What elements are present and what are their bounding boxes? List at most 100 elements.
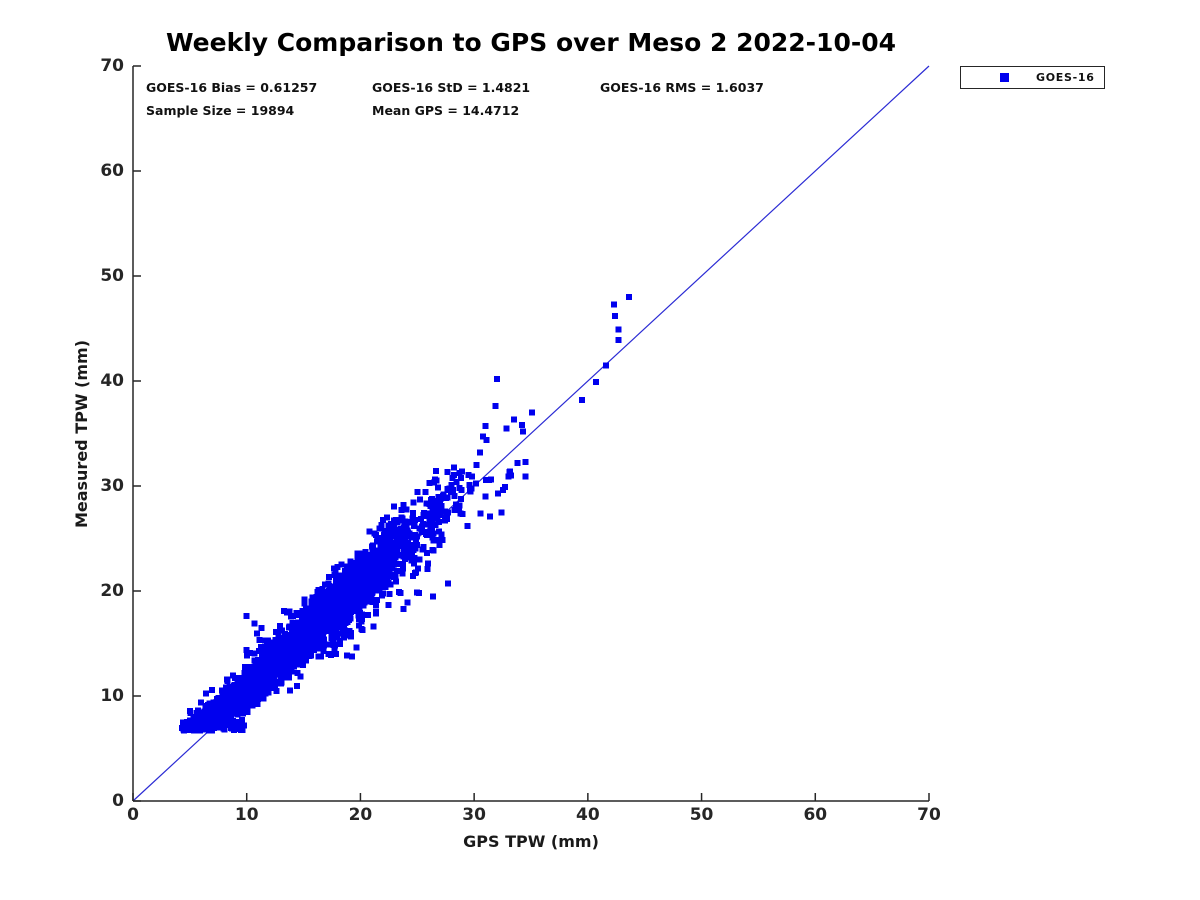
scatter-point bbox=[297, 651, 304, 658]
scatter-point bbox=[383, 514, 390, 521]
scatter-point bbox=[344, 619, 351, 626]
scatter-point bbox=[232, 682, 239, 688]
scatter-point bbox=[487, 513, 494, 520]
scatter-point bbox=[380, 517, 387, 524]
scatter-point bbox=[260, 695, 267, 702]
scatter-point bbox=[378, 522, 385, 529]
scatter-point bbox=[300, 662, 306, 669]
scatter-point bbox=[353, 644, 360, 651]
scatter-point bbox=[285, 634, 292, 641]
scatter-point bbox=[285, 640, 291, 647]
stat-std-text: GOES-16 StD = 1.4821 bbox=[372, 80, 531, 95]
scatter-point bbox=[268, 684, 274, 691]
scatter-point bbox=[266, 663, 273, 670]
scatter-point bbox=[340, 576, 346, 583]
y-tick-label-20: 20 bbox=[100, 581, 124, 601]
scatter-point bbox=[612, 312, 619, 319]
scatter-point bbox=[434, 484, 441, 491]
scatter-point bbox=[334, 564, 341, 570]
scatter-point bbox=[282, 630, 288, 637]
scatter-point bbox=[280, 672, 287, 679]
scatter-point bbox=[451, 506, 458, 513]
scatter-point bbox=[444, 469, 451, 476]
scatter-point bbox=[391, 521, 398, 528]
scatter-point bbox=[348, 633, 355, 640]
scatter-point bbox=[451, 493, 458, 499]
scatter-point bbox=[219, 687, 226, 694]
scatter-point bbox=[625, 294, 632, 300]
scatter-point bbox=[391, 541, 398, 548]
scatter-point bbox=[358, 563, 364, 570]
scatter-point bbox=[319, 596, 326, 603]
scatter-point bbox=[198, 711, 205, 718]
scatter-point bbox=[363, 571, 370, 578]
scatter-point bbox=[222, 719, 229, 726]
scatter-point bbox=[433, 467, 440, 474]
scatter-point bbox=[333, 573, 340, 580]
scatter-point bbox=[358, 626, 365, 633]
scatter-point bbox=[429, 547, 436, 554]
scatter-point bbox=[338, 561, 345, 568]
scatter-point bbox=[522, 473, 529, 480]
scatter-point bbox=[414, 488, 421, 495]
scatter-point bbox=[225, 702, 232, 709]
scatter-point bbox=[283, 663, 290, 670]
scatter-point bbox=[193, 725, 200, 732]
scatter-point bbox=[337, 572, 344, 579]
scatter-point bbox=[262, 690, 269, 697]
scatter-point bbox=[247, 681, 254, 688]
scatter-point bbox=[382, 566, 389, 573]
scatter-point bbox=[431, 501, 438, 508]
scatter-point bbox=[329, 632, 336, 639]
scatter-point bbox=[285, 657, 291, 664]
scatter-point bbox=[312, 628, 319, 635]
scatter-point bbox=[476, 449, 483, 456]
scatter-point bbox=[384, 535, 391, 542]
scatter-point bbox=[238, 707, 244, 714]
scatter-point bbox=[399, 570, 406, 577]
scatter-point bbox=[331, 646, 338, 653]
scatter-point bbox=[408, 557, 415, 564]
scatter-point bbox=[306, 649, 313, 656]
scatter-point bbox=[439, 537, 446, 543]
scatter-point bbox=[458, 495, 465, 502]
scatter-point bbox=[397, 561, 404, 568]
scatter-point bbox=[429, 527, 436, 534]
scatter-point bbox=[297, 673, 304, 680]
legend[interactable]: GOES-16 bbox=[960, 66, 1105, 89]
scatter-point bbox=[240, 710, 247, 717]
scatter-point bbox=[420, 544, 427, 551]
x-tick-label-30: 30 bbox=[462, 805, 486, 825]
scatter-point bbox=[289, 630, 296, 637]
scatter-point bbox=[336, 603, 343, 610]
scatter-point bbox=[435, 498, 442, 505]
scatter-point bbox=[317, 635, 324, 642]
scatter-point bbox=[592, 379, 599, 386]
scatter-point bbox=[432, 521, 439, 528]
scatter-point bbox=[503, 425, 510, 432]
scatter-point bbox=[520, 428, 526, 435]
scatter-point bbox=[371, 551, 378, 557]
y-axis-label: Measured TPW (mm) bbox=[72, 339, 91, 529]
scatter-point bbox=[267, 646, 274, 653]
scatter-point bbox=[339, 584, 346, 591]
scatter-point bbox=[243, 652, 250, 659]
scatter-point bbox=[220, 708, 227, 715]
scatter-point bbox=[445, 580, 451, 587]
scatter-point bbox=[492, 403, 499, 410]
scatter-point bbox=[310, 613, 317, 620]
scatter-point bbox=[349, 569, 356, 576]
scatter-point bbox=[339, 628, 346, 635]
scatter-point bbox=[390, 517, 397, 524]
scatter-point bbox=[427, 524, 434, 530]
scatter-point bbox=[247, 671, 254, 678]
scatter-point bbox=[443, 511, 450, 518]
scatter-point bbox=[469, 473, 475, 480]
stat-bias-text: GOES-16 Bias = 0.61257 bbox=[146, 80, 318, 95]
scatter-point bbox=[402, 518, 408, 525]
scatter-point bbox=[343, 595, 349, 602]
x-tick-label-70: 70 bbox=[917, 805, 941, 825]
scatter-point bbox=[285, 674, 292, 681]
scatter-point bbox=[376, 573, 383, 580]
scatter-point bbox=[424, 532, 431, 538]
